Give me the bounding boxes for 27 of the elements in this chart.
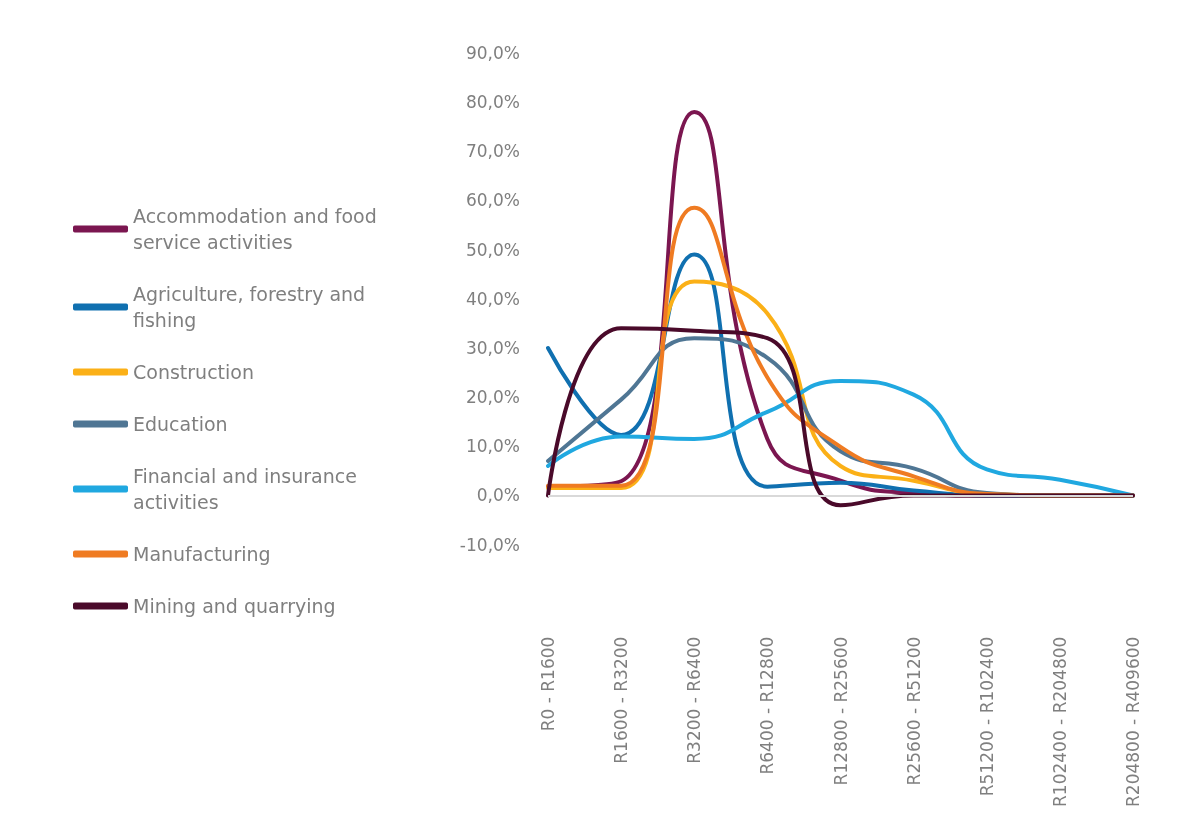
x-tick-label: R3200 - R6400: [684, 636, 705, 764]
legend-label: Manufacturing: [133, 543, 271, 565]
x-tick-label: R0 - R1600: [538, 636, 558, 732]
legend-label: Agriculture, forestry and fishing: [133, 283, 372, 331]
y-tick-label: 30,0%: [465, 337, 520, 358]
x-tick-label: R51200 - R102400: [976, 636, 997, 797]
x-tick-label: R204800 - R409600: [1123, 636, 1143, 807]
y-tick-label: 50,0%: [465, 239, 520, 260]
x-tick-label: R1600 - R3200: [611, 636, 632, 764]
y-tick-label: 10,0%: [465, 436, 520, 457]
y-tick-label: 40,0%: [465, 288, 520, 309]
y-tick-label: 70,0%: [465, 141, 520, 162]
x-tick-label: R102400 - R204800: [1049, 636, 1070, 807]
legend-label: Mining and quarrying: [133, 595, 336, 617]
y-tick-label: 20,0%: [465, 387, 520, 408]
legend-label: Education: [133, 413, 228, 435]
legend-label: Construction: [133, 361, 254, 383]
y-tick-label: 80,0%: [465, 92, 520, 113]
y-tick-label: 90,0%: [465, 43, 520, 63]
x-tick-label: R25600 - R51200: [903, 636, 924, 786]
y-tick-label: 0,0%: [476, 485, 520, 506]
y-tick-label: -10,0%: [459, 534, 520, 555]
x-tick-label: R12800 - R25600: [830, 636, 851, 786]
x-tick-label: R6400 - R12800: [757, 636, 778, 775]
legend-label: Accommodation and food service activities: [133, 205, 383, 253]
y-tick-label: 60,0%: [465, 190, 520, 211]
legend-label: Financial and insurance activities: [133, 465, 363, 513]
